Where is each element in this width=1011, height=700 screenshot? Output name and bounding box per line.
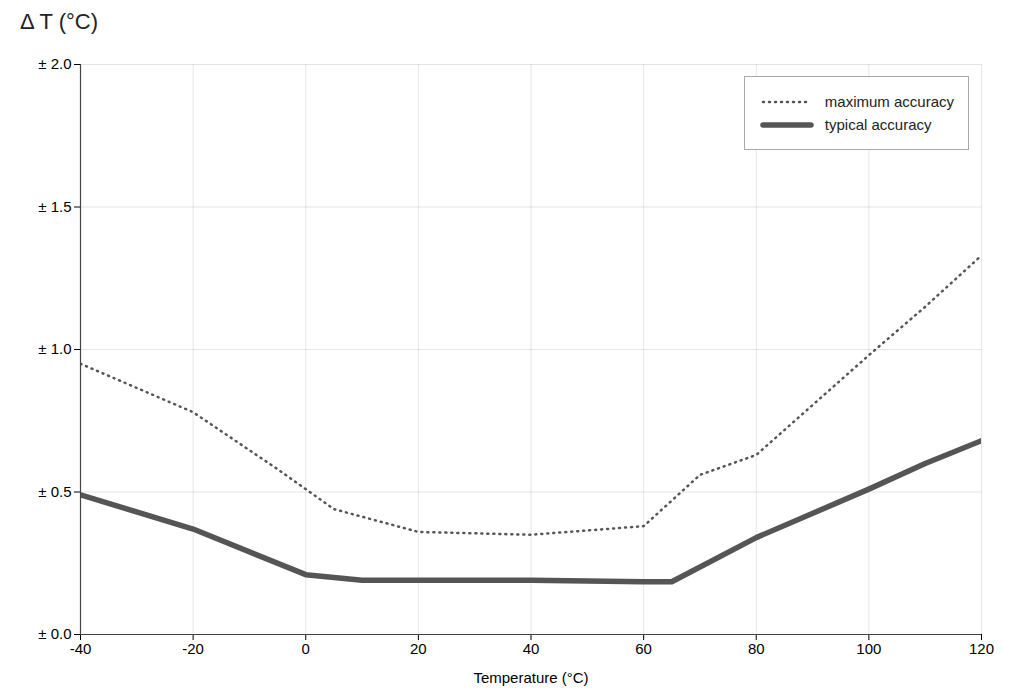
svg-text:± 1.0: ± 1.0 xyxy=(38,340,71,357)
svg-text:-40: -40 xyxy=(70,640,92,657)
svg-text:-20: -20 xyxy=(182,640,204,657)
svg-text:± 1.5: ± 1.5 xyxy=(38,198,71,215)
svg-text:120: 120 xyxy=(969,640,994,657)
html-text:maximum accuracy: maximum accuracy xyxy=(824,93,954,110)
svg-text:Temperature (°C): Temperature (°C) xyxy=(473,669,588,686)
svg-text:100: 100 xyxy=(856,640,881,657)
svg-text:60: 60 xyxy=(635,640,652,657)
svg-text:± 0.5: ± 0.5 xyxy=(38,483,71,500)
svg-text:40: 40 xyxy=(523,640,540,657)
html-text:typical accuracy: typical accuracy xyxy=(824,116,932,133)
svg-text:80: 80 xyxy=(748,640,765,657)
svg-text:± 2.0: ± 2.0 xyxy=(38,55,71,72)
svg-text:0: 0 xyxy=(302,640,310,657)
html-text:Δ T (°C): Δ T (°C) xyxy=(20,9,99,34)
svg-text:± 0.0: ± 0.0 xyxy=(38,625,71,642)
svg-text:20: 20 xyxy=(410,640,427,657)
